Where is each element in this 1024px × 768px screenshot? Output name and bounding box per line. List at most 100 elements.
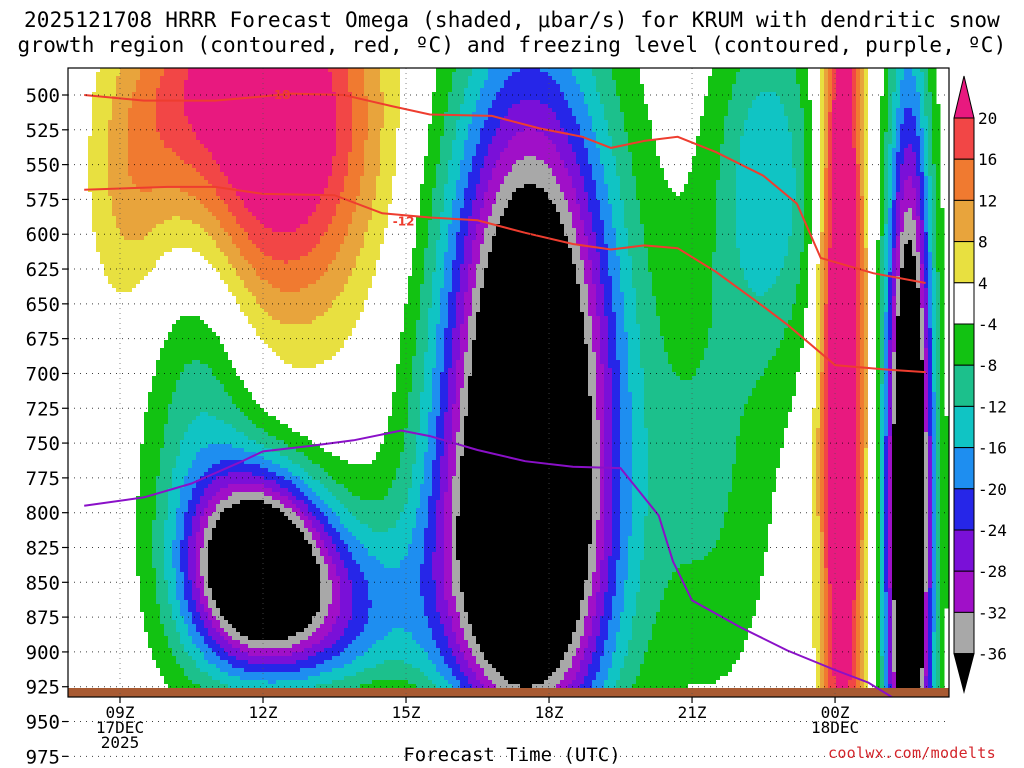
omega-cell-run [864, 192, 869, 197]
omega-cell-run [696, 372, 765, 377]
omega-cell-run [484, 284, 581, 289]
omega-cell-run [936, 400, 941, 405]
omega-cell-run [504, 84, 561, 89]
omega-cell-run [828, 248, 857, 253]
omega-cell-run [68, 84, 97, 89]
omega-cell-run [456, 324, 461, 329]
omega-cell-run [924, 132, 929, 137]
omega-cell-run [708, 332, 785, 337]
omega-cell-run [824, 208, 829, 213]
omega-cell-run [824, 224, 829, 229]
omega-cell-run [892, 128, 897, 133]
omega-cell-run [68, 188, 89, 193]
omega-cell-run [340, 348, 401, 353]
omega-cell-run [852, 136, 857, 141]
omega-cell-run [884, 80, 889, 85]
omega-cell-run [824, 184, 829, 189]
omega-cell-run [420, 396, 433, 401]
omega-cell-run [924, 328, 929, 333]
omega-cell-run [412, 372, 425, 377]
omega-cell-run [824, 260, 829, 265]
omega-cell-run [812, 136, 821, 141]
omega-cell-run [476, 148, 489, 153]
omega-cell-run [556, 204, 569, 209]
omega-cell-run [932, 296, 937, 301]
omega-cell-run [220, 248, 241, 253]
omega-cell-run [604, 364, 609, 369]
omega-cell-run [584, 180, 597, 185]
omega-cell-run [488, 264, 577, 269]
omega-cell-run [900, 136, 921, 141]
omega-cell-run [140, 456, 161, 461]
omega-cell-run [144, 420, 169, 425]
omega-cell-run [884, 216, 889, 221]
omega-cell-run [432, 396, 441, 401]
omega-cell-run [732, 464, 781, 469]
omega-cell-run [868, 464, 877, 469]
omega-cell-run [744, 124, 789, 129]
omega-cell-run [476, 236, 485, 241]
omega-cell-run [428, 128, 445, 133]
omega-cell-run [896, 284, 901, 289]
omega-cell-run [572, 256, 581, 261]
omega-cell-run [188, 120, 337, 125]
omega-cell-run [436, 420, 445, 425]
omega-cell-run [744, 132, 793, 137]
omega-cell-run [924, 244, 929, 249]
omega-cell-run [436, 348, 445, 353]
omega-cell-run [612, 140, 629, 145]
omega-cell-run [548, 136, 569, 141]
omega-cell-run [816, 440, 821, 445]
omega-cell-run [868, 176, 881, 181]
omega-cell-run [208, 364, 233, 369]
omega-cell-run [864, 212, 869, 217]
omega-cell-run [580, 248, 589, 253]
omega-cell-run [92, 208, 113, 213]
omega-cell-run [888, 304, 893, 309]
omega-cell-run [368, 224, 389, 229]
omega-cell-run [360, 252, 381, 257]
omega-cell-run [608, 324, 617, 329]
omega-cell-run [824, 408, 829, 413]
omega-cell-run [780, 448, 813, 453]
omega-cell-run [228, 180, 329, 185]
omega-cell-run [920, 136, 925, 141]
omega-cell-run [380, 252, 413, 257]
omega-cell-run [920, 296, 925, 301]
omega-cell-run [924, 180, 929, 185]
omega-cell-run [884, 280, 889, 285]
omega-cell-run [476, 284, 485, 289]
omega-cell-run [920, 164, 925, 169]
omega-cell-run [140, 72, 165, 77]
omega-cell-run [160, 456, 177, 461]
omega-cell-run [860, 316, 865, 321]
omega-cell-run [436, 268, 445, 273]
omega-cell-run [892, 336, 897, 341]
omega-cell-run [68, 100, 93, 105]
omega-cell-run [480, 132, 497, 137]
omega-cell-run [628, 368, 645, 373]
omega-cell-run [928, 288, 933, 293]
omega-cell-run [916, 208, 921, 213]
omega-cell-run [736, 224, 793, 229]
omega-cell-run [940, 456, 949, 461]
omega-cell-run [600, 252, 609, 257]
omega-cell-run [824, 480, 829, 485]
omega-cell-run [88, 172, 109, 177]
omega-cell-run [924, 256, 929, 261]
omega-cell-run [340, 456, 377, 461]
omega-cell-run [828, 244, 833, 249]
omega-cell-run [376, 264, 413, 269]
omega-cell-run [156, 92, 185, 97]
omega-cell-run [776, 280, 801, 285]
omega-cell-run [868, 392, 877, 397]
omega-cell-run [180, 156, 213, 161]
omega-cell-run [484, 160, 497, 165]
omega-cell-run [856, 256, 861, 261]
omega-cell-run [448, 392, 457, 397]
omega-cell-run [712, 252, 741, 257]
omega-cell-run [620, 448, 633, 453]
omega-cell-run [648, 428, 741, 433]
omega-cell-run [156, 224, 201, 229]
omega-cell-run [880, 216, 885, 221]
